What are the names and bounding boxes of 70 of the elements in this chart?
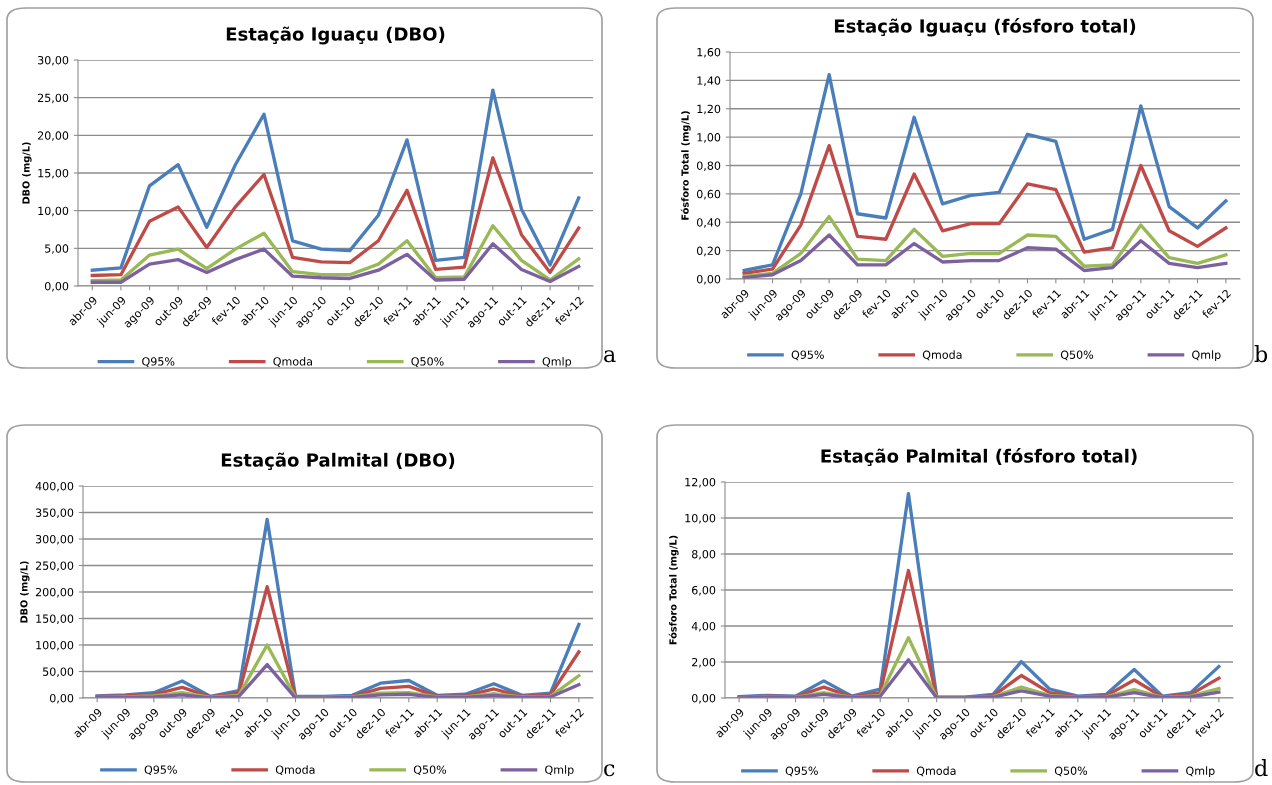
y-tick-label: 0,20 xyxy=(696,246,721,257)
y-tick-label: 2,00 xyxy=(692,657,716,668)
y-tick-label: 1,60 xyxy=(697,47,721,58)
y-axis-title: Fósforo Total (mg/L) xyxy=(668,535,679,645)
y-axis-title: Fósforo Total (mg/L) xyxy=(680,111,691,220)
y-tick-label: 4,00 xyxy=(691,621,716,632)
legend-label: Qmoda xyxy=(273,357,312,367)
y-tick-label: 12,00 xyxy=(685,477,716,488)
y-tick-label: 1,00 xyxy=(697,133,721,143)
legend-label: Qmlp xyxy=(542,357,572,368)
line-series xyxy=(90,242,581,284)
line-series xyxy=(90,224,581,283)
y-tick-label: 0,00 xyxy=(49,693,74,704)
y-tick-label: 25,00 xyxy=(37,93,69,104)
legend-label: Q95% xyxy=(144,765,177,776)
line-series xyxy=(742,73,1228,273)
text: a xyxy=(604,350,616,363)
legend-label: Qmoda xyxy=(275,765,315,776)
line-series xyxy=(90,88,581,272)
text: b xyxy=(1254,345,1268,363)
y-tick-label: 20,00 xyxy=(37,131,69,141)
y-tick-label: 0,40 xyxy=(696,218,721,228)
y-tick-label: 50,00 xyxy=(43,667,74,678)
line-series xyxy=(95,662,581,698)
y-tick-label: 300,00 xyxy=(35,534,74,545)
y-tick-label: 100,00 xyxy=(36,640,74,651)
legend-label: Q95% xyxy=(142,357,175,367)
y-tick-label: 0,00 xyxy=(44,281,69,292)
y-tick-label: 15,00 xyxy=(38,168,69,179)
y-tick-label: 0,80 xyxy=(696,161,721,172)
y-tick-label: 200,00 xyxy=(35,587,74,598)
legend-label: Qmoda xyxy=(922,350,962,361)
y-tick-label: 5,00 xyxy=(45,244,69,254)
line-series xyxy=(90,156,581,278)
line-series xyxy=(742,233,1228,279)
y-tick-label: 0,60 xyxy=(696,189,721,200)
y-tick-label: 10,00 xyxy=(685,513,716,524)
y-tick-label: 0,00 xyxy=(691,693,716,704)
legend-label: Qmlp xyxy=(1192,350,1221,362)
legend-label: Q95% xyxy=(785,766,818,777)
y-tick-label: 1,40 xyxy=(697,76,721,86)
line-series xyxy=(742,143,1228,275)
y-tick-label: 30,00 xyxy=(38,55,69,66)
line-series xyxy=(742,214,1228,278)
legend-label: Q50% xyxy=(411,357,444,367)
y-axis-title: DBO (mg/L) xyxy=(22,142,32,204)
y-tick-label: 150,00 xyxy=(36,614,74,625)
y-tick-label: 10,00 xyxy=(38,206,69,217)
y-tick-label: 350,00 xyxy=(35,508,74,519)
chart-title: Estação Palmital (fósforo total) xyxy=(821,448,1137,467)
chart-title: Estação Palmital (DBO) xyxy=(221,452,455,471)
y-axis-title: DBO (mg/L) xyxy=(20,561,30,623)
legend-label: Q95% xyxy=(791,350,824,361)
line-series xyxy=(737,658,1221,698)
legend-label: Qmoda xyxy=(916,766,956,777)
legend-label: Q50% xyxy=(1054,766,1088,777)
chart-title: Estação Iguaçu (fósforo total) xyxy=(834,18,1136,37)
chart-title: Estação Iguaçu (DBO) xyxy=(226,26,445,45)
y-tick-label: 0,00 xyxy=(696,274,721,285)
legend-label: Q50% xyxy=(413,765,447,776)
text: c xyxy=(604,764,615,777)
y-tick-label: 400,00 xyxy=(35,481,74,492)
y-tick-label: 6,00 xyxy=(692,585,716,596)
y-tick-label: 250,00 xyxy=(35,561,74,572)
legend-label: Qmlp xyxy=(545,765,574,776)
legend-label: Q50% xyxy=(1060,350,1094,361)
y-tick-label: 8,00 xyxy=(691,549,716,560)
text: d xyxy=(1255,759,1268,777)
legend-label: Qmlp xyxy=(1186,766,1215,778)
y-tick-label: 1,20 xyxy=(697,104,721,115)
